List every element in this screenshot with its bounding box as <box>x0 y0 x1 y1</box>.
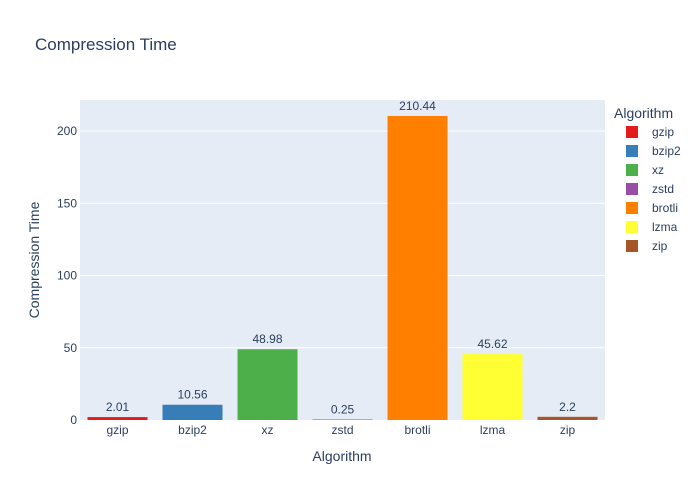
legend-swatch <box>626 126 638 138</box>
legend: Algorithm gzip bzip2 xz zstd brotli lzma zip <box>614 105 681 253</box>
legend-entry: lzma <box>652 220 678 234</box>
chart-title: Compression Time <box>35 35 177 54</box>
bar-xz <box>237 349 298 420</box>
x-tick-label: xz <box>262 423 274 437</box>
y-tick-label: 200 <box>57 124 77 138</box>
x-axis-ticks: gzip bzip2 xz zstd brotli lzma zip <box>106 423 575 437</box>
bar-value-label: 10.56 <box>177 388 207 402</box>
x-tick-label: lzma <box>480 423 506 437</box>
legend-swatch <box>626 202 638 214</box>
bar-value-label: 2.2 <box>559 400 576 414</box>
x-axis-title: Algorithm <box>312 448 371 464</box>
legend-swatch <box>626 145 638 157</box>
legend-entry: bzip2 <box>652 144 681 158</box>
y-axis-ticks: 0 50 100 150 200 <box>57 124 77 427</box>
legend-entry: zstd <box>652 182 674 196</box>
legend-entry: xz <box>652 163 664 177</box>
bar-bzip2 <box>162 404 223 420</box>
bar-value-label: 45.62 <box>477 337 507 351</box>
bar-value-label: 0.25 <box>331 403 355 417</box>
x-tick-label: zip <box>560 423 576 437</box>
plot-area <box>80 100 605 420</box>
y-tick-label: 100 <box>57 269 77 283</box>
legend-items: gzip bzip2 xz zstd brotli lzma zip <box>626 125 681 253</box>
bar-value-label: 48.98 <box>252 332 282 346</box>
x-tick-label: gzip <box>106 423 128 437</box>
bar-labels: 2.01 10.56 48.98 0.25 210.44 45.62 2.2 <box>106 99 576 417</box>
bar-value-label: 210.44 <box>399 99 436 113</box>
legend-entry: zip <box>652 239 668 253</box>
bar-value-label: 2.01 <box>106 400 130 414</box>
x-tick-label: zstd <box>331 423 353 437</box>
legend-title: Algorithm <box>614 105 673 121</box>
legend-swatch <box>626 240 638 252</box>
y-axis-title: Compression Time <box>26 201 42 318</box>
y-tick-label: 150 <box>57 196 77 210</box>
y-tick-label: 0 <box>70 413 77 427</box>
bar-zip <box>537 416 598 420</box>
legend-swatch <box>626 221 638 233</box>
x-tick-label: brotli <box>404 423 430 437</box>
bar-brotli <box>387 115 448 420</box>
legend-swatch <box>626 164 638 176</box>
x-tick-label: bzip2 <box>178 423 207 437</box>
bar-gzip <box>87 417 148 420</box>
grid-lines <box>80 130 605 349</box>
legend-entry: gzip <box>652 125 674 139</box>
bars <box>87 115 598 420</box>
bar-lzma <box>462 354 523 420</box>
bar-zstd <box>312 419 373 420</box>
legend-swatch <box>626 183 638 195</box>
legend-entry: brotli <box>652 201 678 215</box>
y-tick-label: 50 <box>64 341 78 355</box>
